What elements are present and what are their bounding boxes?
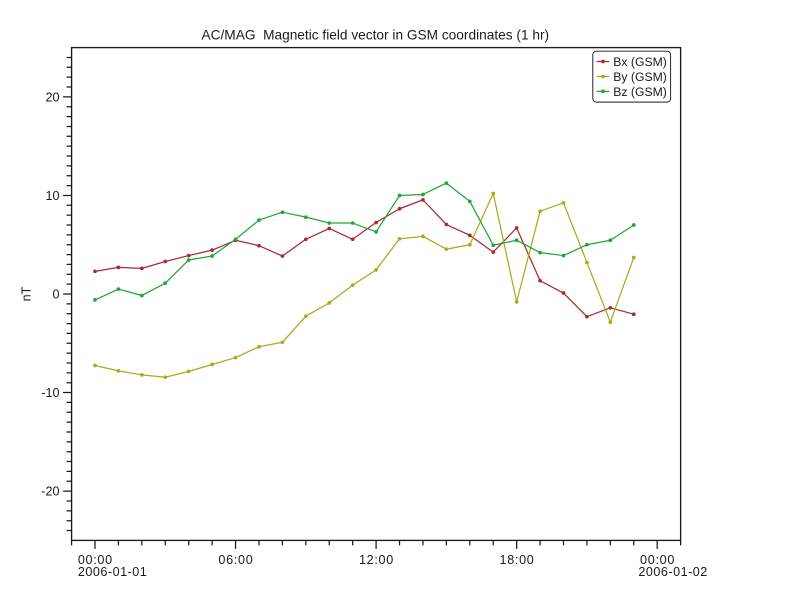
svg-text:Bz (GSM): Bz (GSM)	[613, 85, 667, 99]
svg-text:By (GSM): By (GSM)	[613, 70, 667, 84]
svg-text:18:00: 18:00	[499, 553, 534, 567]
svg-text:20: 20	[45, 90, 59, 104]
svg-text:06:00: 06:00	[218, 553, 253, 567]
svg-text:2006-01-02: 2006-01-02	[638, 565, 707, 579]
svg-text:-20: -20	[41, 485, 59, 499]
svg-text:2006-01-01: 2006-01-01	[78, 565, 147, 579]
svg-text:0: 0	[52, 288, 59, 302]
svg-text:-10: -10	[41, 386, 59, 400]
svg-text:Bx (GSM): Bx (GSM)	[613, 55, 667, 69]
svg-text:00:00: 00:00	[78, 553, 113, 567]
svg-text:12:00: 12:00	[359, 553, 394, 567]
svg-text:nT: nT	[19, 286, 33, 301]
svg-text:10: 10	[45, 189, 59, 203]
svg-text:AC/MAG Magnetic field vector: AC/MAG Magnetic field vector in GSM coor…	[201, 27, 549, 42]
svg-text:00:00: 00:00	[640, 553, 675, 567]
